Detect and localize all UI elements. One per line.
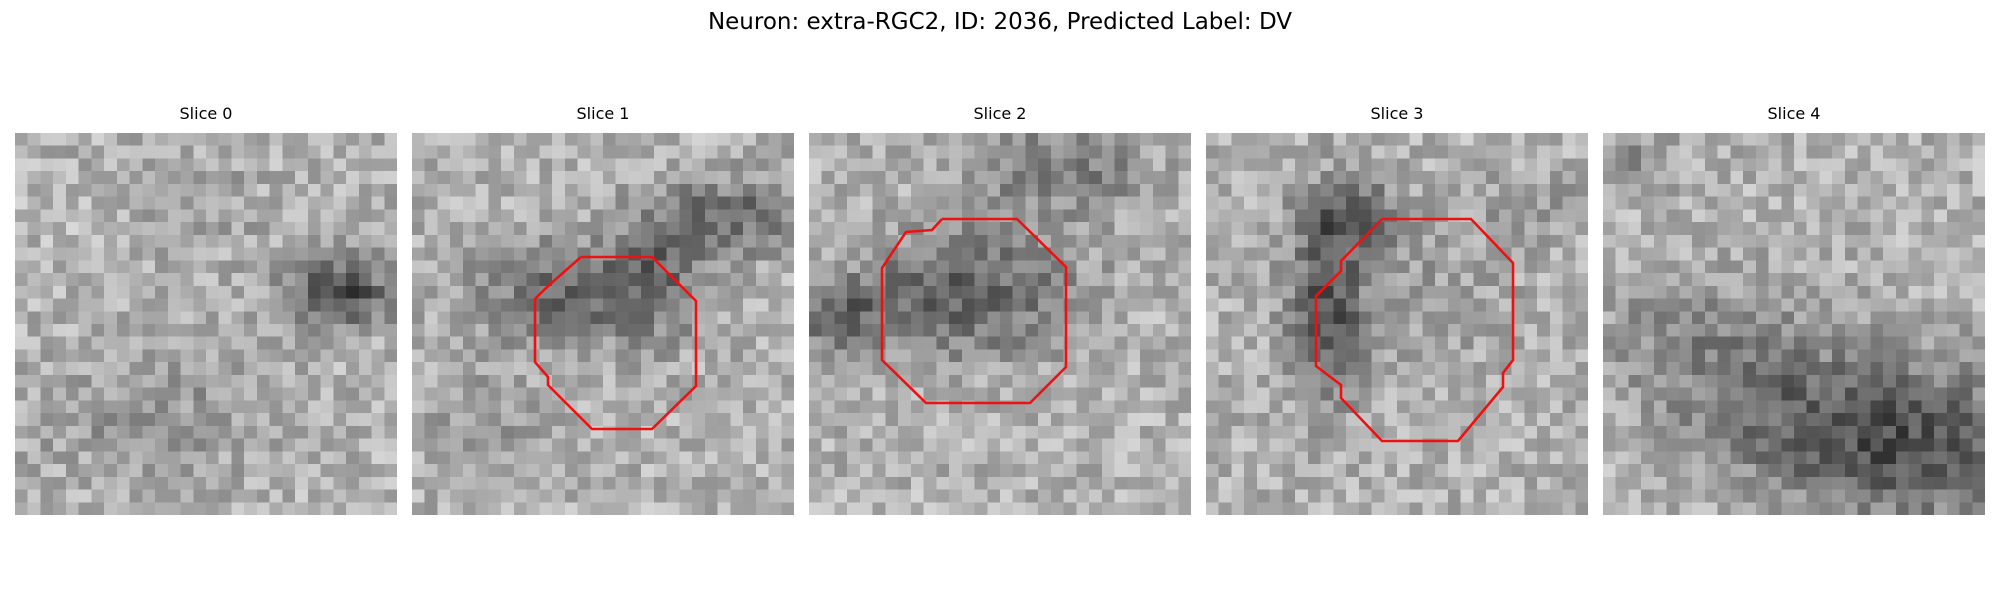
slice-image bbox=[1603, 133, 1985, 515]
slice-title: Slice 1 bbox=[576, 104, 630, 123]
roi-outline bbox=[1314, 217, 1515, 443]
slice-title: Slice 4 bbox=[1767, 104, 1821, 123]
roi-outline bbox=[533, 255, 698, 431]
slice-title: Slice 3 bbox=[1370, 104, 1424, 123]
pixel-grid bbox=[1206, 133, 1588, 515]
slice-image bbox=[1206, 133, 1588, 515]
slice-2-svg bbox=[809, 133, 1191, 515]
slice-title: Slice 2 bbox=[973, 104, 1027, 123]
slice-panel-0: Slice 0 bbox=[15, 104, 397, 515]
pixel-grid bbox=[1603, 133, 1985, 515]
slice-panel-2: Slice 2 bbox=[809, 104, 1191, 515]
slice-image bbox=[809, 133, 1191, 515]
pixel-grid bbox=[412, 133, 794, 515]
slice-3-svg bbox=[1206, 133, 1588, 515]
pixel-grid bbox=[15, 133, 397, 515]
slice-0-svg bbox=[15, 133, 397, 515]
slice-panel-3: Slice 3 bbox=[1206, 104, 1588, 515]
slice-image bbox=[15, 133, 397, 515]
roi-outline bbox=[880, 217, 1068, 405]
slice-title: Slice 0 bbox=[179, 104, 233, 123]
slice-4-svg bbox=[1603, 133, 1985, 515]
slice-panel-1: Slice 1 bbox=[412, 104, 794, 515]
slice-panel-4: Slice 4 bbox=[1603, 104, 1985, 515]
slice-image bbox=[412, 133, 794, 515]
slice-1-svg bbox=[412, 133, 794, 515]
figure-title: Neuron: extra-RGC2, ID: 2036, Predicted … bbox=[707, 9, 1293, 35]
pixel-grid bbox=[809, 133, 1191, 515]
